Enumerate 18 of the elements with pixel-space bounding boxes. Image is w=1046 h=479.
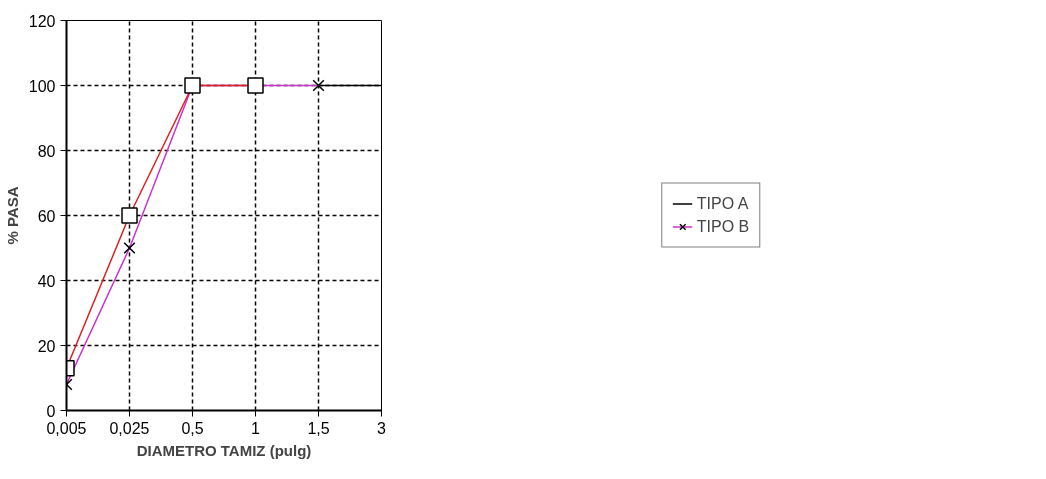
- x-tick-label: 0,5: [181, 419, 204, 437]
- point: [312, 79, 325, 92]
- x-axis-title: DIAMETRO TAMIZ (pulg): [136, 441, 312, 459]
- y-tick-label: 100: [28, 77, 56, 95]
- x-tick-label: 0,025: [109, 419, 150, 437]
- y-tick-label: 120: [28, 12, 56, 30]
- legend-label: TIPO B: [696, 217, 750, 236]
- x-tick-label: 3: [377, 419, 387, 437]
- y-tick-label: 20: [37, 337, 56, 355]
- y-tick-label: 60: [37, 207, 56, 225]
- x-tick-label: 1,5: [307, 419, 330, 437]
- x-tick-label: 1: [251, 419, 261, 437]
- y-tick-label: 40: [37, 272, 56, 290]
- x-tick-label: 0,005: [46, 419, 87, 437]
- legend-label: TIPO A: [696, 194, 749, 213]
- y-axis-title: % PASA: [3, 186, 21, 245]
- y-tick-label: 80: [37, 142, 56, 160]
- y-tick-label: 0: [46, 402, 56, 420]
